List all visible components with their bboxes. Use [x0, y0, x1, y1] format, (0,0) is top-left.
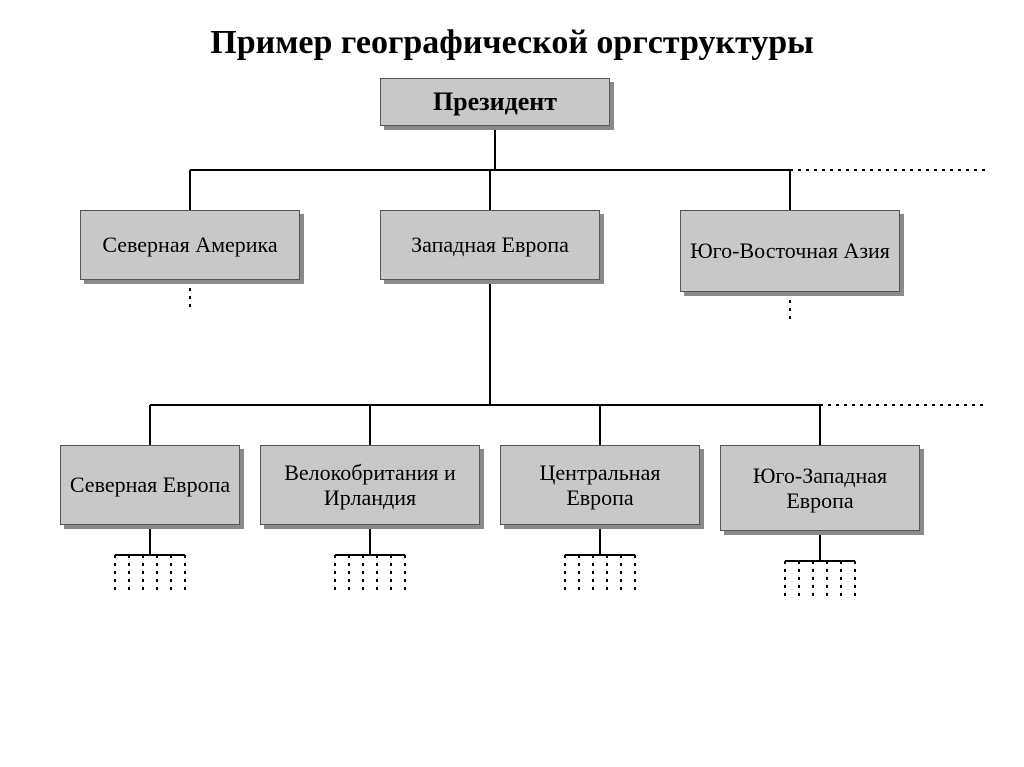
- node-sw_europe: Юго-Западная Европа: [720, 445, 920, 531]
- node-president: Президент: [380, 78, 610, 126]
- node-n_europe: Северная Европа: [60, 445, 240, 525]
- org-chart-page: Пример географической оргструктуры Прези…: [0, 0, 1024, 767]
- node-n_america: Северная Америка: [80, 210, 300, 280]
- node-se_asia: Юго-Восточная Азия: [680, 210, 900, 292]
- page-title: Пример географической оргструктуры: [0, 24, 1024, 62]
- node-uk_ireland: Велокобритания и Ирландия: [260, 445, 480, 525]
- node-c_europe: Центральная Европа: [500, 445, 700, 525]
- node-w_europe: Западная Европа: [380, 210, 600, 280]
